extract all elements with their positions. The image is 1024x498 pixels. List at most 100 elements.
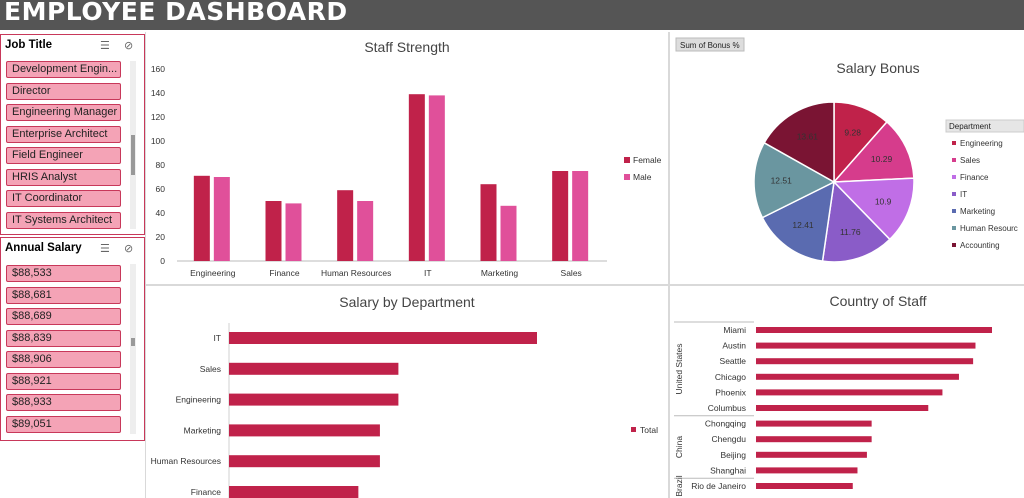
pie-slice xyxy=(821,180,891,263)
y-tick-label: 160 xyxy=(151,64,165,74)
y-tick-label: Finance xyxy=(191,487,222,497)
x-tick-label: Marketing xyxy=(481,268,519,278)
slicer-item[interactable]: IT Coordinator xyxy=(6,190,121,207)
multi-select-icon[interactable]: ☰ xyxy=(100,40,110,52)
slicer-item[interactable]: Field Engineer xyxy=(6,147,121,164)
bar xyxy=(357,201,374,261)
y-tick-label: Chicago xyxy=(715,372,746,382)
data-label: 10.29 xyxy=(871,154,893,164)
legend-label: IT xyxy=(960,190,967,199)
job-title-scroll-thumb[interactable] xyxy=(131,135,135,175)
y-tick-label: Chengdu xyxy=(711,434,746,444)
y-tick-label: Shanghai xyxy=(710,465,746,475)
bar xyxy=(229,455,380,468)
data-label: 13.61 xyxy=(797,131,819,141)
legend-swatch xyxy=(952,158,956,162)
bar xyxy=(229,424,380,437)
slicer-item[interactable]: Enterprise Architect xyxy=(6,125,121,143)
x-tick-label: Sales xyxy=(561,268,582,278)
pie-slice xyxy=(753,141,836,219)
bar xyxy=(756,373,959,380)
pie-slice xyxy=(832,120,915,183)
legend-label: Sales xyxy=(960,156,980,165)
y-tick-label: Chongqing xyxy=(705,419,746,429)
slicer-item[interactable]: $88,906 xyxy=(6,351,121,368)
x-tick-label: Human Resources xyxy=(321,268,391,278)
slicer-item[interactable]: Development Engin... xyxy=(6,61,121,78)
panel-divider xyxy=(145,284,1024,286)
legend-label: Accounting xyxy=(960,241,1000,250)
slicer-item[interactable]: $89,051 xyxy=(6,415,121,433)
country-of-staff-chart: Country of Staff Miami Austin Seattle Chicag… xyxy=(674,293,992,497)
clear-filter-icon[interactable]: ⊘ xyxy=(124,243,134,255)
y-tick-label: Engineering xyxy=(176,395,222,405)
group-label: Brazil xyxy=(674,475,684,496)
panel-divider xyxy=(668,32,670,498)
y-tick-label: 60 xyxy=(156,184,166,194)
bar xyxy=(552,171,569,261)
slicer-item[interactable]: $88,839 xyxy=(6,329,121,347)
annual-salary-scrollbar[interactable] xyxy=(130,264,136,434)
annual-salary-slicer: Annual Salary ☰ ⊘ $88,533 $88,681 $88,689 $… xyxy=(0,237,145,441)
legend-label: Engineering xyxy=(960,139,1003,148)
staff-strength-chart: Staff Strength 0 20 40 60 80 100 120 140 160 Engin… xyxy=(151,39,662,278)
legend-swatch xyxy=(952,175,956,179)
bar xyxy=(572,171,589,261)
field-button xyxy=(675,37,745,52)
slicer-item[interactable]: HRIS Analyst xyxy=(6,168,121,186)
legend-swatch xyxy=(631,427,636,432)
y-tick-label: 0 xyxy=(160,256,165,266)
data-label: 11.76 xyxy=(840,227,861,237)
legend-swatch xyxy=(624,174,630,180)
slicer-item[interactable]: Director xyxy=(6,82,121,100)
y-tick-label: Beijing xyxy=(720,450,746,460)
y-tick-label: 20 xyxy=(156,232,166,242)
y-tick-label: 80 xyxy=(156,160,166,170)
y-tick-label: Miami xyxy=(723,325,746,335)
pie-slice xyxy=(761,180,835,263)
data-label: 12.41 xyxy=(792,220,814,230)
slicer-item[interactable]: IT Systems Architect xyxy=(6,211,121,229)
slicer-item[interactable]: $88,533 xyxy=(6,265,121,282)
slicer-item[interactable]: $88,933 xyxy=(6,394,121,411)
legend-swatch xyxy=(952,243,956,247)
bar xyxy=(229,362,399,375)
multi-select-icon[interactable]: ☰ xyxy=(100,243,110,255)
legend-swatch xyxy=(624,157,630,163)
slicer-item[interactable]: $88,921 xyxy=(6,372,121,390)
clear-filter-icon[interactable]: ⊘ xyxy=(124,40,134,52)
group-label: United States xyxy=(674,343,684,394)
y-tick-label: IT xyxy=(213,333,221,343)
legend-label: Marketing xyxy=(960,207,995,216)
bar xyxy=(756,358,974,365)
legend-label: Total xyxy=(640,425,658,435)
y-tick-label: Sales xyxy=(200,364,221,374)
bar xyxy=(213,177,230,261)
slicer-item[interactable]: $88,681 xyxy=(6,286,121,304)
chart-title: Salary Bonus xyxy=(836,60,919,76)
bar xyxy=(756,389,943,396)
slicer-item[interactable]: $88,689 xyxy=(6,308,121,325)
legend-label: Female xyxy=(633,155,662,165)
bar xyxy=(285,203,302,261)
bar xyxy=(756,405,929,411)
y-tick-label: 120 xyxy=(151,112,165,122)
bar xyxy=(756,451,867,458)
y-tick-label: 40 xyxy=(156,208,166,218)
legend-swatch xyxy=(952,226,956,230)
legend-header xyxy=(945,119,1024,133)
panel-divider xyxy=(145,32,146,498)
salary-by-department-chart: Salary by Department IT Sales Engineering Ma… xyxy=(151,294,658,498)
bar xyxy=(500,205,517,261)
legend-title: Department xyxy=(949,122,992,131)
y-tick-label: Phoenix xyxy=(715,387,746,397)
x-tick-label: Engineering xyxy=(190,268,236,278)
annual-salary-scroll-thumb[interactable] xyxy=(131,338,135,346)
job-title-slicer: Job Title ☰ ⊘ Development Engin... Direct… xyxy=(0,34,145,235)
bar xyxy=(428,95,445,262)
y-tick-label: Seattle xyxy=(720,356,747,366)
data-label: 12.51 xyxy=(771,176,793,186)
slicer-item[interactable]: Engineering Manager xyxy=(6,104,121,121)
bar xyxy=(193,175,210,261)
pie-slice xyxy=(832,177,915,241)
